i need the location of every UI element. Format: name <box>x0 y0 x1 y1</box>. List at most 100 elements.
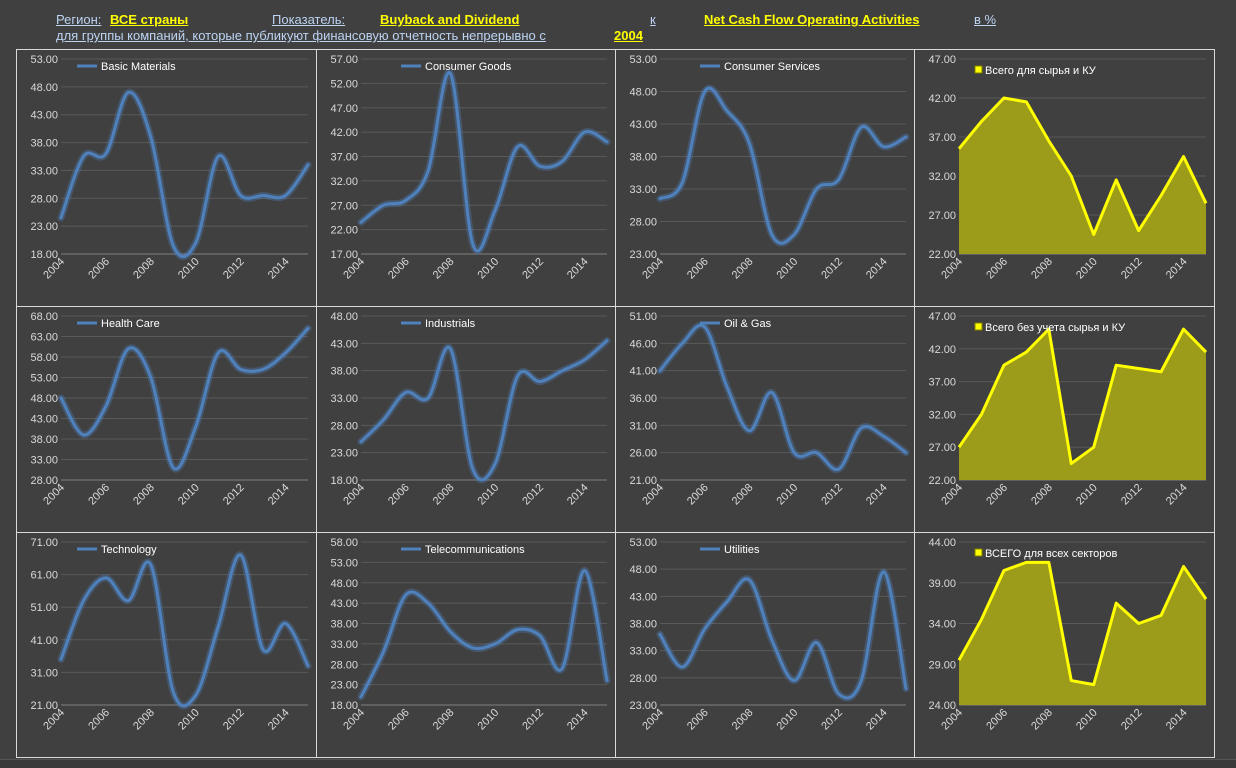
series-glow <box>656 321 910 474</box>
chart-utilities: 53.00 48.00 43.00 38.00 33.00 28.00 23.00 2004 2… <box>615 532 915 758</box>
series-line <box>957 96 1208 236</box>
y-tick-label: 43.00 <box>629 119 657 131</box>
x-tick-label: 2012 <box>520 707 546 733</box>
y-tick-label: 22.00 <box>928 249 956 261</box>
y-tick-label: 39.00 <box>928 578 956 590</box>
y-tick-label: 71.00 <box>30 537 58 549</box>
y-tick-label: 33.00 <box>30 165 58 177</box>
series-line <box>59 553 310 708</box>
series-line <box>957 327 1208 466</box>
y-tick-label: 48.00 <box>330 311 358 323</box>
y-tick-label: 58.00 <box>330 537 358 549</box>
x-tick-label: 2010 <box>775 482 801 508</box>
x-tick-label: 2006 <box>685 482 711 508</box>
x-tick-label: 2008 <box>1029 482 1055 508</box>
y-tick-label: 28.00 <box>30 193 58 205</box>
x-tick-label: 2010 <box>1074 482 1100 508</box>
y-tick-label: 18.00 <box>330 700 358 712</box>
series-line <box>957 560 1208 687</box>
y-tick-label: 43.00 <box>629 591 657 603</box>
y-tick-label: 28.00 <box>629 217 657 229</box>
y-tick-label: 41.00 <box>629 366 657 378</box>
x-tick-label: 2014 <box>864 707 890 733</box>
y-tick-label: 53.00 <box>30 54 58 66</box>
x-tick-label: 2010 <box>1074 256 1100 282</box>
chart-svg: 58.00 53.00 48.00 43.00 38.00 33.00 28.00 23.00… <box>330 537 611 733</box>
legend-label: Всего для сырья и КУ <box>985 65 1097 77</box>
y-tick-label: 37.00 <box>928 132 956 144</box>
x-tick-label: 2008 <box>1029 707 1055 733</box>
x-tick-label: 2012 <box>819 707 845 733</box>
x-tick-label: 2006 <box>86 256 112 282</box>
x-tick-label: 2006 <box>984 482 1010 508</box>
y-tick-label: 41.00 <box>30 635 58 647</box>
chart-industrials: 48.00 43.00 38.00 33.00 28.00 23.00 18.00 2004 2… <box>316 306 616 533</box>
area-fill <box>959 562 1206 705</box>
x-tick-label: 2014 <box>266 482 292 508</box>
y-tick-label: 43.00 <box>330 338 358 350</box>
y-tick-label: 43.00 <box>30 414 58 426</box>
legend-label: Health Care <box>101 318 160 330</box>
y-tick-label: 51.00 <box>30 602 58 614</box>
x-tick-label: 2014 <box>1164 482 1190 508</box>
x-tick-label: 2008 <box>1029 256 1055 282</box>
y-tick-label: 22.00 <box>330 225 358 237</box>
y-tick-label: 48.00 <box>30 82 58 94</box>
x-tick-label: 2006 <box>685 256 711 282</box>
x-tick-label: 2008 <box>730 707 756 733</box>
chart-telecommunications: 58.00 53.00 48.00 43.00 38.00 33.00 28.00 23.00… <box>316 532 616 758</box>
x-tick-label: 2006 <box>386 256 412 282</box>
legend-label: Telecommunications <box>425 544 525 556</box>
indicator-value[interactable]: Buyback and Dividend <box>380 12 520 27</box>
y-tick-label: 48.00 <box>629 564 657 576</box>
y-tick-label: 31.00 <box>30 667 58 679</box>
series-glow <box>656 84 910 247</box>
x-tick-label: 2008 <box>730 482 756 508</box>
y-tick-label: 52.00 <box>330 78 358 90</box>
x-tick-label: 2006 <box>86 482 112 508</box>
series-line <box>59 326 310 471</box>
x-tick-label: 2014 <box>565 707 591 733</box>
y-tick-label: 37.00 <box>330 152 358 164</box>
start-year[interactable]: 2004 <box>614 28 643 43</box>
y-tick-label: 23.00 <box>30 221 58 233</box>
y-tick-label: 28.00 <box>30 475 58 487</box>
chart-oil-gas: 51.00 46.00 41.00 36.00 31.00 26.00 21.00 2004 2… <box>615 306 915 533</box>
legend-label: Oil & Gas <box>724 318 772 330</box>
y-tick-label: 44.00 <box>928 537 956 549</box>
y-tick-label: 48.00 <box>30 393 58 405</box>
denominator-value[interactable]: Net Cash Flow Operating Activities <box>704 12 920 27</box>
chart-total-excl-raw-utilities: 47.00 42.00 37.00 32.00 27.00 22.00 2004 2006 20… <box>914 306 1215 533</box>
legend-label: Basic Materials <box>101 61 176 73</box>
y-tick-label: 46.00 <box>629 338 657 350</box>
y-tick-label: 48.00 <box>330 578 358 590</box>
y-tick-label: 23.00 <box>629 249 657 261</box>
y-tick-label: 53.00 <box>629 54 657 66</box>
x-tick-label: 2014 <box>266 707 292 733</box>
y-tick-label: 27.00 <box>928 442 956 454</box>
chart-svg: 53.00 48.00 43.00 38.00 33.00 28.00 23.00 18.00… <box>30 54 312 282</box>
x-tick-label: 2008 <box>131 482 157 508</box>
y-tick-label: 47.00 <box>928 311 956 323</box>
chart-total-raw-utilities: 47.00 42.00 37.00 32.00 27.00 22.00 2004 2006 20… <box>914 49 1215 307</box>
y-tick-label: 43.00 <box>30 110 58 122</box>
y-tick-label: 24.00 <box>928 700 956 712</box>
y-tick-label: 33.00 <box>629 184 657 196</box>
y-tick-label: 37.00 <box>928 377 956 389</box>
legend-label: Technology <box>101 544 157 556</box>
x-tick-label: 2010 <box>476 482 502 508</box>
series-glow <box>357 337 611 484</box>
y-tick-label: 33.00 <box>30 455 58 467</box>
y-tick-label: 31.00 <box>629 420 657 432</box>
y-tick-label: 57.00 <box>330 54 358 66</box>
y-tick-label: 28.00 <box>330 659 358 671</box>
y-tick-label: 23.00 <box>330 448 358 460</box>
y-tick-label: 68.00 <box>30 311 58 323</box>
x-tick-label: 2008 <box>730 256 756 282</box>
region-value[interactable]: ВСЕ страны <box>110 12 189 27</box>
